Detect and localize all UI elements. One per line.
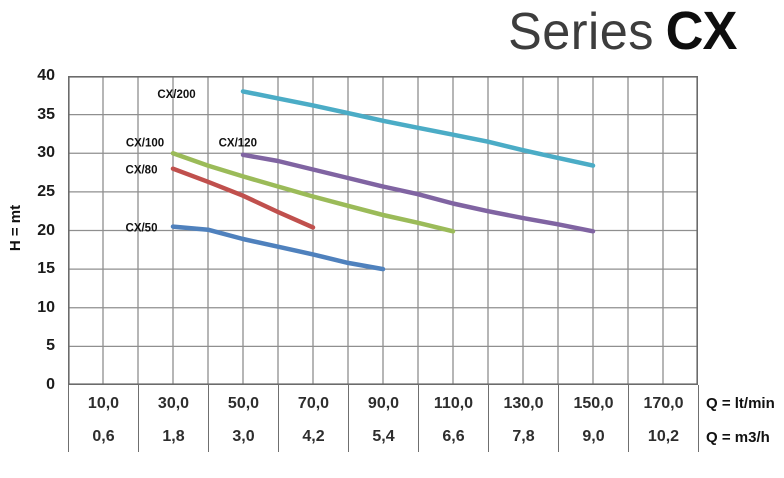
x-tick-m3h: 4,2	[302, 428, 325, 445]
x-axis-cell: 10,0 0,6	[68, 385, 138, 452]
x-tick-m3h: 10,2	[647, 428, 680, 445]
plot-border	[68, 76, 698, 385]
y-tick-label: 5	[46, 337, 55, 355]
curve-label-CX-200: CX/200	[157, 89, 195, 101]
x-axis-cell: 130,0 7,8	[488, 385, 558, 452]
x-axis-cell: 150,0 9,0	[558, 385, 628, 452]
x-axis-cell: 170,0 10,2	[628, 385, 698, 452]
curve-CX-200	[240, 89, 596, 168]
x-tick-m3h: 6,6	[442, 428, 465, 445]
curve-CX-80	[170, 166, 316, 230]
x-axis-cell: 110,0 6,6	[418, 385, 488, 452]
y-tick-label: 35	[37, 105, 55, 123]
chart-title-cx: CX	[665, 1, 737, 61]
x-unit-m3h: Q = m3/h	[706, 429, 770, 446]
curve-label-CX-50: CX/50	[126, 222, 158, 234]
x-tick-ltmin: 150,0	[573, 395, 614, 412]
plot-area: CX/50 CX/80 CX/100 CX/120 CX/200	[68, 76, 698, 385]
curve-CX-120	[240, 152, 596, 234]
x-tick-m3h: 9,0	[582, 428, 605, 445]
curve-CX-50	[170, 224, 386, 272]
x-tick-ltmin: 30,0	[157, 395, 190, 412]
y-tick-label: 15	[37, 260, 55, 278]
y-tick-label: 20	[37, 221, 55, 239]
curve-label-CX-100: CX/100	[126, 137, 164, 149]
x-tick-m3h: 5,4	[372, 428, 395, 445]
x-unit-ltmin: Q = lt/min	[706, 395, 775, 412]
x-tick-ltmin: 170,0	[643, 395, 684, 412]
x-axis-cell: 50,0 3,0	[208, 385, 278, 452]
y-tick-label: 0	[46, 376, 55, 393]
y-tick-label: 40	[37, 67, 55, 84]
chart-title: Series CX	[507, 0, 737, 76]
x-tick-m3h: 7,8	[512, 428, 535, 445]
curve-CX-100	[170, 151, 456, 234]
y-tick-label: 25	[37, 182, 55, 200]
curve-label-CX-120: CX/120	[219, 137, 257, 149]
curve-label-CX-80: CX/80	[126, 165, 158, 177]
y-tick-label: 10	[37, 298, 55, 316]
x-tick-m3h: 3,0	[232, 428, 255, 445]
x-tick-ltmin: 110,0	[433, 395, 474, 412]
x-tick-m3h: 1,8	[162, 428, 185, 445]
x-tick-ltmin: 10,0	[87, 395, 120, 412]
x-tick-m3h: 0,6	[92, 428, 115, 445]
x-tick-ltmin: 90,0	[367, 395, 400, 412]
chart-title-series: Series	[507, 3, 654, 61]
x-axis-cell: 30,0 1,8	[138, 385, 208, 452]
x-tick-ltmin: 130,0	[503, 395, 544, 412]
x-axis-table: 10,0 0,6 30,0 1,8 50,0 3,0 70,0 4,2 90,0 5,4 110,0…	[68, 385, 699, 452]
x-tick-ltmin: 70,0	[297, 395, 330, 412]
x-tick-ltmin: 50,0	[227, 395, 260, 412]
x-axis-cell: 90,0 5,4	[348, 385, 418, 452]
x-axis-cell: 70,0 4,2	[278, 385, 348, 452]
y-tick-label: 30	[37, 144, 55, 162]
